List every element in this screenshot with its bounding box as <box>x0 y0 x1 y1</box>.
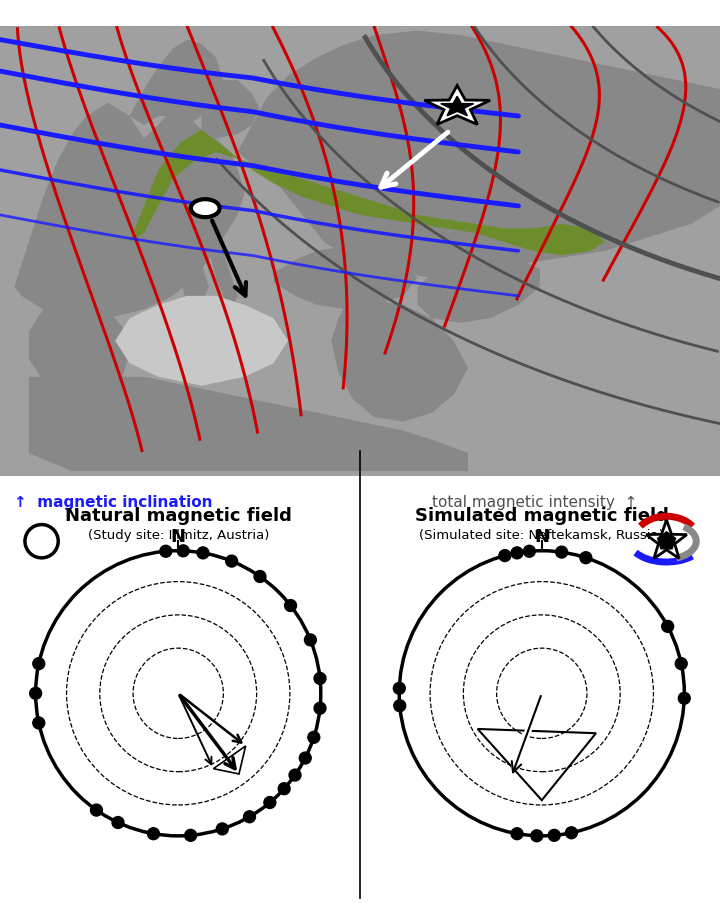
Polygon shape <box>14 104 245 319</box>
Polygon shape <box>274 247 418 310</box>
Polygon shape <box>441 98 474 116</box>
Polygon shape <box>130 130 605 256</box>
Ellipse shape <box>148 828 159 840</box>
Ellipse shape <box>177 545 189 557</box>
Ellipse shape <box>393 683 405 694</box>
Ellipse shape <box>185 830 197 842</box>
Circle shape <box>25 525 58 558</box>
Polygon shape <box>202 81 259 139</box>
Text: Simulated magnetic field: Simulated magnetic field <box>415 507 669 525</box>
Ellipse shape <box>565 827 577 839</box>
Text: (Simulated site: Neftekamsk, Russia): (Simulated site: Neftekamsk, Russia) <box>420 528 664 541</box>
Ellipse shape <box>160 545 172 557</box>
Text: Natural magnetic field: Natural magnetic field <box>65 507 292 525</box>
Ellipse shape <box>264 796 276 808</box>
Ellipse shape <box>197 547 209 559</box>
Text: (Study site: Illmitz, Austria): (Study site: Illmitz, Austria) <box>88 528 269 541</box>
Ellipse shape <box>556 546 567 558</box>
Ellipse shape <box>394 700 405 712</box>
Polygon shape <box>657 532 675 549</box>
Polygon shape <box>646 520 687 559</box>
Ellipse shape <box>305 634 316 647</box>
Ellipse shape <box>284 600 297 611</box>
Polygon shape <box>238 32 720 278</box>
Polygon shape <box>29 305 130 396</box>
Ellipse shape <box>523 545 535 557</box>
Ellipse shape <box>511 828 523 840</box>
Text: total magnetic intensity  ↑: total magnetic intensity ↑ <box>432 494 637 509</box>
Ellipse shape <box>499 550 510 562</box>
Ellipse shape <box>548 830 560 842</box>
Text: N: N <box>171 528 186 545</box>
Circle shape <box>191 200 220 218</box>
Polygon shape <box>209 229 238 314</box>
Ellipse shape <box>314 673 326 684</box>
Ellipse shape <box>254 571 266 582</box>
Ellipse shape <box>243 811 256 823</box>
Ellipse shape <box>308 731 320 743</box>
Ellipse shape <box>216 823 228 835</box>
Ellipse shape <box>33 658 45 670</box>
Ellipse shape <box>300 752 311 764</box>
Ellipse shape <box>678 693 690 704</box>
Ellipse shape <box>33 717 45 729</box>
Ellipse shape <box>30 687 42 700</box>
Ellipse shape <box>289 769 301 781</box>
Ellipse shape <box>580 552 592 564</box>
Ellipse shape <box>112 816 124 829</box>
Polygon shape <box>331 301 468 423</box>
Ellipse shape <box>531 830 543 842</box>
Ellipse shape <box>278 783 290 795</box>
Ellipse shape <box>662 620 674 633</box>
Ellipse shape <box>91 805 102 816</box>
Text: N: N <box>534 528 549 545</box>
Ellipse shape <box>675 658 687 670</box>
Polygon shape <box>180 243 209 323</box>
Polygon shape <box>418 261 540 323</box>
Ellipse shape <box>511 547 523 559</box>
Polygon shape <box>115 296 288 386</box>
Ellipse shape <box>225 555 238 567</box>
Polygon shape <box>29 377 468 471</box>
Ellipse shape <box>314 703 326 714</box>
Text: ↑  magnetic inclination: ↑ magnetic inclination <box>14 494 213 509</box>
Polygon shape <box>424 87 490 126</box>
Polygon shape <box>130 41 223 126</box>
